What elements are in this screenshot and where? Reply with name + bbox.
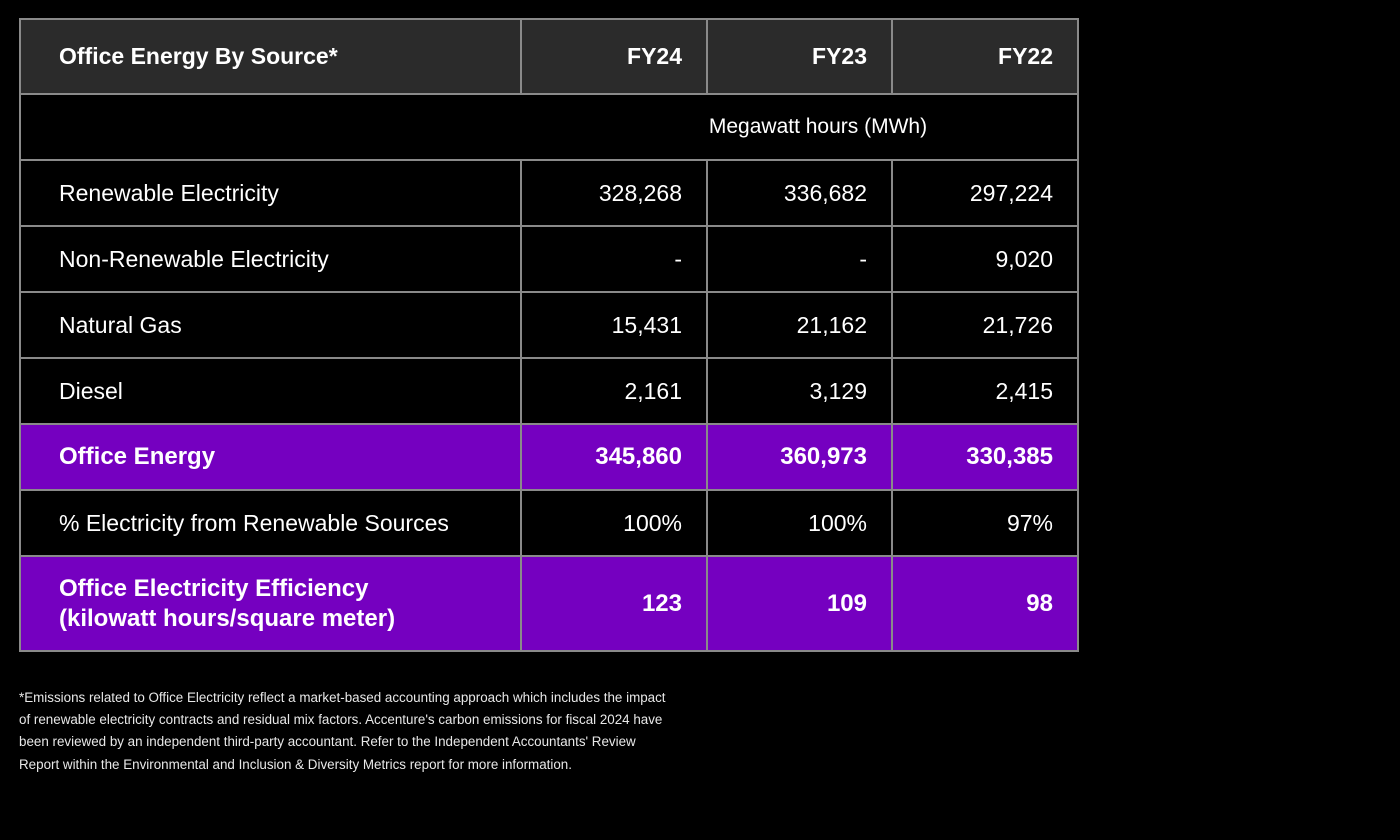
cell-value: 328,268: [520, 159, 708, 227]
units-row: Megawatt hours (MWh): [19, 93, 1079, 161]
cell-value: 360,973: [706, 423, 893, 491]
column-header: FY24: [520, 18, 708, 95]
cell-value: 2,161: [520, 357, 708, 425]
cell-value: 2,415: [891, 357, 1079, 425]
cell-value: 15,431: [520, 291, 708, 359]
cell-value: -: [706, 225, 893, 293]
cell-value: 100%: [520, 489, 708, 557]
row-label: Natural Gas: [19, 291, 522, 359]
cell-value: 98: [891, 555, 1079, 652]
cell-value: 9,020: [891, 225, 1079, 293]
row-label: Office Electricity Efficiency (kilowatt h…: [19, 555, 522, 652]
cell-value: 3,129: [706, 357, 893, 425]
cell-value: 100%: [706, 489, 893, 557]
header-row: Office Energy By Source* FY24 FY23 FY22: [19, 18, 1079, 95]
footnote: *Emissions related to Office Electricity…: [19, 690, 666, 772]
office-energy-table: Office Energy By Source* FY24 FY23 FY22 …: [19, 18, 1079, 652]
cell-value: 21,726: [891, 291, 1079, 359]
column-header: FY23: [706, 18, 893, 95]
table-row: % Electricity from Renewable Sources 100%…: [19, 489, 1079, 557]
row-label: Office Energy: [19, 423, 522, 491]
table-row: Natural Gas 15,431 21,162 21,726: [19, 291, 1079, 359]
table-title: Office Energy By Source*: [19, 18, 522, 95]
cell-value: 297,224: [891, 159, 1079, 227]
table-row: Diesel 2,161 3,129 2,415: [19, 357, 1079, 425]
table-row: Renewable Electricity 328,268 336,682 297,2…: [19, 159, 1079, 227]
cell-value: 97%: [891, 489, 1079, 557]
cell-value: 336,682: [706, 159, 893, 227]
cell-value: 21,162: [706, 291, 893, 359]
cell-value: 345,860: [520, 423, 708, 491]
row-label: Diesel: [19, 357, 522, 425]
row-label: % Electricity from Renewable Sources: [19, 489, 522, 557]
cell-value: -: [520, 225, 708, 293]
column-header: FY22: [891, 18, 1079, 95]
table-row: Office Electricity Efficiency (kilowatt h…: [19, 555, 1079, 652]
table-row: Office Energy 345,860 360,973 330,385: [19, 423, 1079, 491]
cell-value: 330,385: [891, 423, 1079, 491]
units-label: Megawatt hours (MWh): [19, 93, 1079, 161]
table-row: Non-Renewable Electricity - -9,020: [19, 225, 1079, 293]
units-text: Megawatt hours (MWh): [708, 115, 928, 138]
row-label: Renewable Electricity: [19, 159, 522, 227]
cell-value: 109: [706, 555, 893, 652]
row-label: Non-Renewable Electricity: [19, 225, 522, 293]
cell-value: 123: [520, 555, 708, 652]
